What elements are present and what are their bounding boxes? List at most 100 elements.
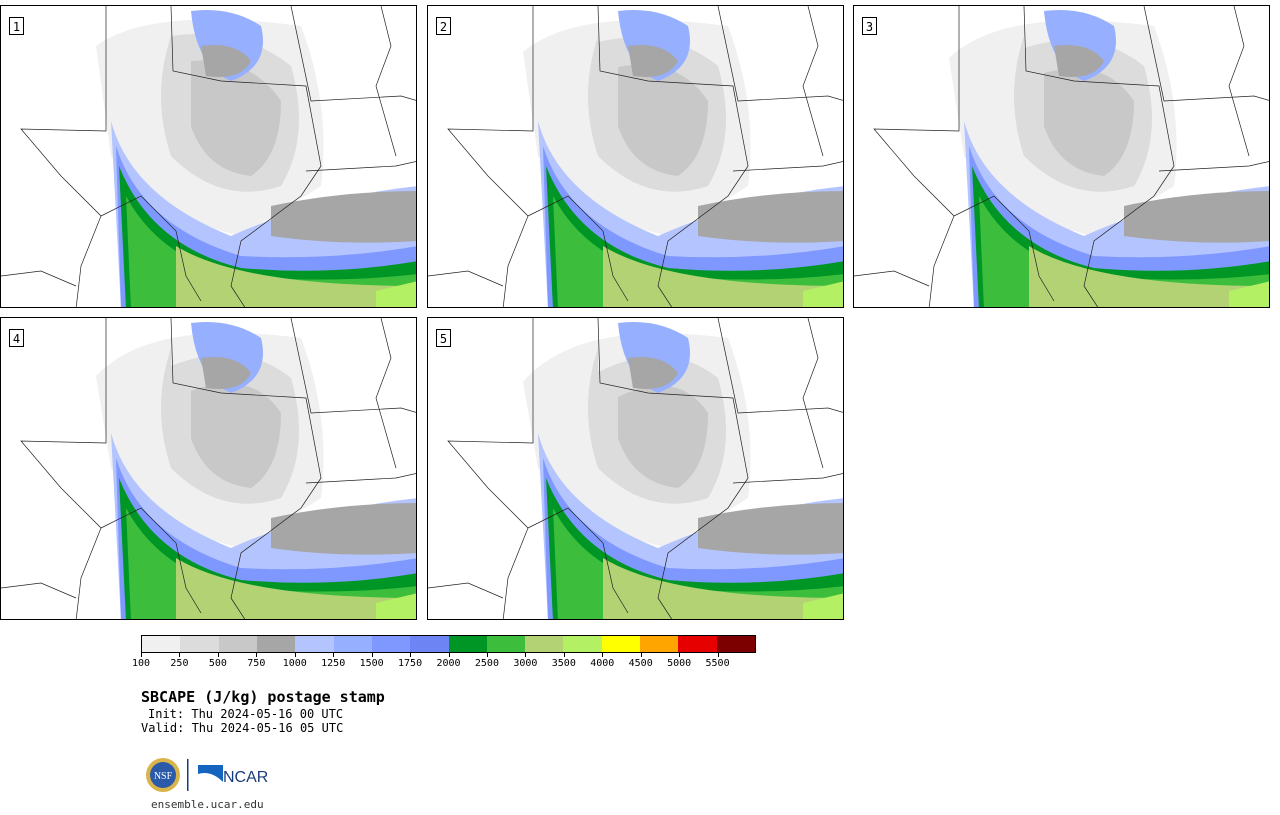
cape-field-midgray	[191, 383, 281, 488]
colorbar-swatch	[601, 636, 641, 652]
colorbar-tick-label: 3000	[513, 658, 538, 669]
product-title: SBCAPE (J/kg) postage stamp	[141, 688, 385, 706]
cape-field-olive	[603, 558, 843, 619]
border-line	[597, 6, 749, 307]
border-line	[290, 6, 416, 102]
cape-field-darkgray-gulf	[1124, 191, 1269, 243]
cape-map-1	[1, 6, 416, 307]
colorbar-swatch	[640, 636, 679, 652]
colorbar-swatch	[142, 636, 181, 652]
stamp-panel-1: 1	[0, 5, 417, 308]
border-line	[100, 195, 202, 302]
colorbar-swatch	[180, 636, 219, 652]
colorbar-tick-label: 5500	[705, 658, 730, 669]
colorbar-tick-label: 750	[247, 658, 266, 669]
cape-field-midgray	[1044, 68, 1134, 176]
border-line	[375, 6, 397, 157]
colorbar-swatch	[486, 636, 526, 652]
colorbar-tick-label: 4500	[628, 658, 653, 669]
website-url: ensemble.ucar.edu	[151, 798, 264, 811]
stamp-panel-2: 2	[427, 5, 844, 308]
border-line	[1023, 6, 1175, 307]
cape-field-midgray	[618, 385, 708, 488]
panel-number-3: 3	[862, 17, 877, 35]
colorbar-swatch	[525, 636, 564, 652]
border-line	[305, 161, 416, 172]
colorbar-swatch	[410, 636, 449, 652]
colorbar-tick-mark	[640, 652, 642, 657]
colorbar-tick-mark	[602, 652, 604, 657]
colorbar-tick-mark	[217, 652, 219, 657]
init-time: Init: Thu 2024-05-16 00 UTC	[148, 707, 344, 721]
colorbar-tick-label: 1500	[359, 658, 384, 669]
cape-field-darkgray-north	[201, 45, 251, 77]
border-line	[1158, 161, 1269, 172]
nsf-ncar-logo: NSF NCAR	[146, 758, 268, 792]
colorbar-tick-mark	[179, 652, 181, 657]
colorbar-tick-mark	[410, 652, 412, 657]
colorbar-tick-mark	[141, 652, 142, 657]
colorbar-tick-label: 1750	[398, 658, 423, 669]
border-line	[20, 6, 107, 307]
border-line	[170, 6, 322, 307]
colorbar-tick-mark	[717, 652, 719, 657]
border-line	[290, 318, 416, 414]
colorbar-swatch	[371, 636, 411, 652]
colorbar-swatch	[448, 636, 487, 652]
border-line	[802, 318, 824, 469]
cape-colorbar	[141, 635, 756, 653]
colorbar-tick-label: 2000	[436, 658, 461, 669]
border-line	[375, 318, 397, 469]
colorbar-tick-mark	[486, 652, 488, 657]
border-line	[732, 161, 843, 172]
cape-field-lime	[803, 593, 843, 619]
border-line	[1143, 6, 1269, 102]
colorbar-swatch	[256, 636, 296, 652]
valid-time: Valid: Thu 2024-05-16 05 UTC	[141, 721, 344, 735]
colorbar-tick-mark	[294, 652, 296, 657]
cape-map-3	[854, 6, 1269, 307]
border-line	[1, 582, 77, 599]
border-line	[527, 195, 629, 302]
colorbar-tick-label: 100	[131, 658, 151, 669]
border-line	[447, 318, 534, 619]
cape-field-darkgray-north	[201, 357, 251, 389]
colorbar-swatch	[218, 636, 257, 652]
cape-field-darkgray-gulf	[271, 503, 416, 555]
cape-field-lime	[803, 281, 843, 307]
cape-field-olive	[176, 246, 416, 307]
colorbar-tick-label: 500	[208, 658, 227, 669]
cape-field-lime	[376, 593, 416, 619]
colorbar-tick-mark	[448, 652, 450, 657]
colorbar-tick-labels: 100 250 500 750 1000 1250 1500 1750 2000 2500 3000…	[0, 658, 900, 674]
stamp-panel-3: 3	[853, 5, 1270, 308]
cape-field-lime	[376, 281, 416, 307]
stamp-panel-5: 5	[427, 317, 844, 620]
panel-number-5: 5	[436, 329, 451, 347]
border-line	[305, 473, 416, 484]
ncar-logo-text: NCAR	[223, 769, 268, 786]
colorbar-tick-mark	[679, 652, 681, 657]
cape-field-olive	[176, 558, 416, 619]
cape-field-lime	[1229, 281, 1269, 307]
border-line	[953, 195, 1055, 302]
border-line	[20, 318, 107, 619]
nsf-logo-text: NSF	[154, 771, 173, 782]
colorbar-tick-label: 2500	[474, 658, 499, 669]
colorbar-swatch	[333, 636, 372, 652]
cape-field-darkgray-north	[628, 357, 678, 389]
border-line	[717, 6, 843, 102]
border-line	[428, 582, 504, 599]
cape-field-midgray	[191, 60, 281, 176]
colorbar-tick-label: 3500	[551, 658, 576, 669]
colorbar-tick-mark	[525, 652, 527, 657]
panel-number-1: 1	[9, 17, 24, 35]
border-line	[428, 270, 504, 287]
cape-field-darkgray-north	[1054, 45, 1104, 77]
colorbar-tick-label: 5000	[667, 658, 692, 669]
cape-field-darkgray-gulf	[271, 191, 416, 243]
border-line	[170, 318, 322, 619]
border-line	[873, 6, 960, 307]
cape-map-4	[1, 318, 416, 619]
colorbar-tick-mark	[563, 652, 565, 657]
